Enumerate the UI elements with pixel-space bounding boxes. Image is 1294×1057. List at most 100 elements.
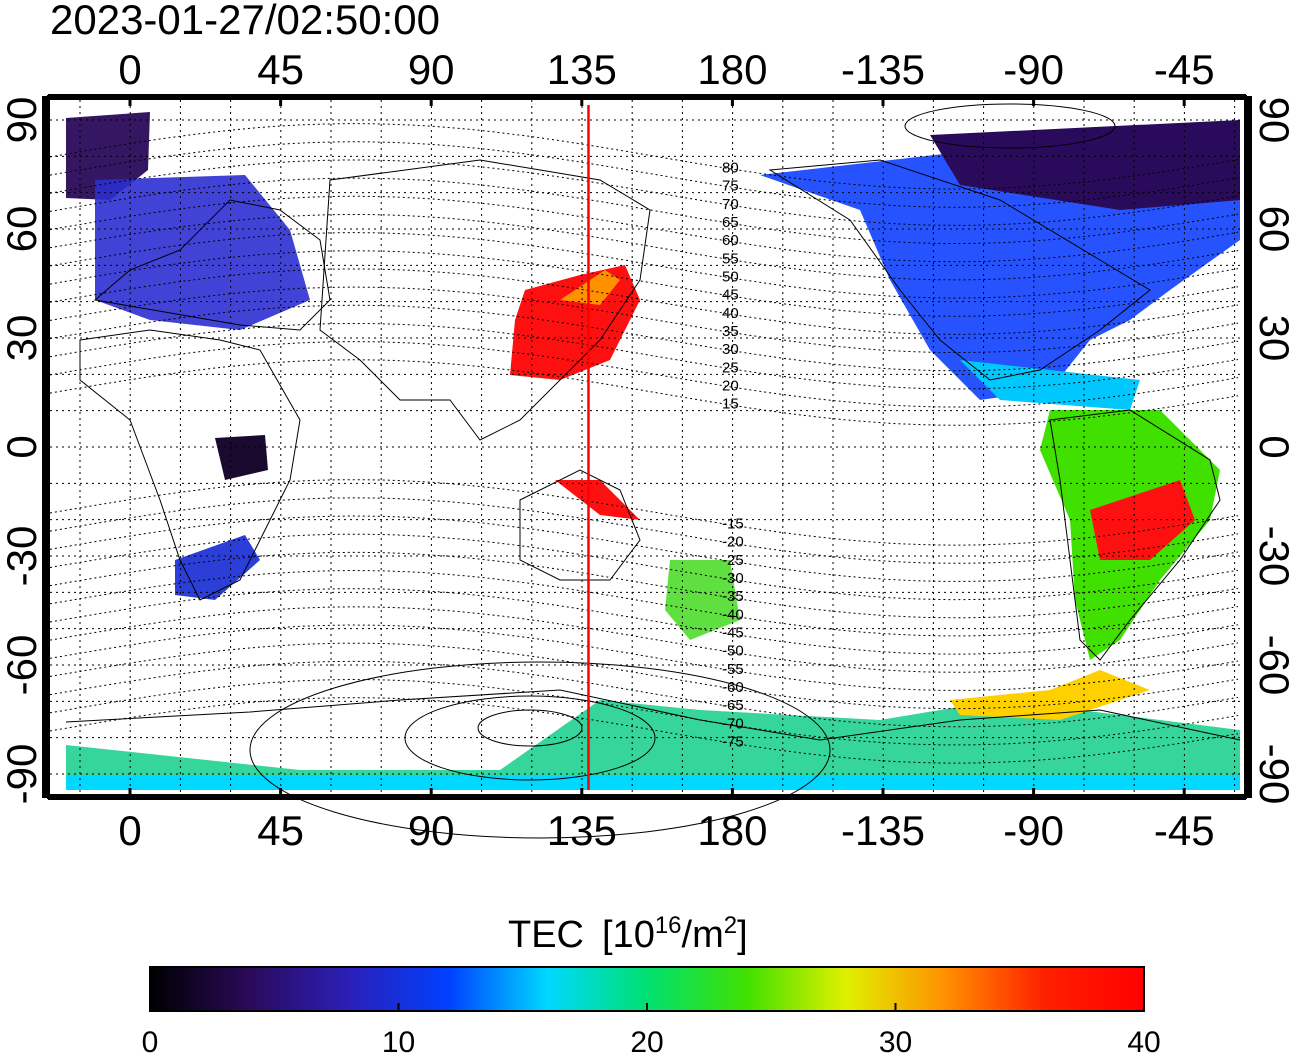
lat-tick-left: 90 bbox=[0, 97, 45, 144]
lat-tick-right: -60 bbox=[1251, 635, 1294, 696]
lat-tick-left: 30 bbox=[0, 315, 45, 362]
timestamp-title: 2023-01-27/02:50:00 bbox=[50, 0, 440, 43]
magnetic-contour-line bbox=[49, 551, 1239, 619]
colorbar-tick-label: 20 bbox=[630, 1026, 663, 1057]
lon-tick-bottom: 45 bbox=[257, 807, 304, 854]
contour-value-label: 20 bbox=[722, 377, 739, 394]
lon-tick-bottom: -135 bbox=[841, 807, 925, 854]
magnetic-contour-line bbox=[49, 642, 1239, 710]
contour-value-label: -50 bbox=[722, 643, 744, 660]
lat-tick-left: -90 bbox=[0, 744, 45, 805]
contour-value-label: 65 bbox=[722, 214, 739, 231]
magnetic-contour-line bbox=[49, 286, 1239, 353]
pole-ring-inner bbox=[477, 709, 583, 747]
lon-tick-bottom: -45 bbox=[1154, 807, 1215, 854]
magnetic-contour-line bbox=[49, 268, 1239, 335]
tec-patch-arctic-na bbox=[930, 120, 1240, 210]
magnetic-contour-line bbox=[49, 232, 1239, 299]
colorbar-tick-label: 10 bbox=[382, 1026, 415, 1057]
coast-north-america bbox=[768, 159, 1151, 381]
colorbar-unit-suffix: ] bbox=[737, 914, 748, 956]
coast-south-america bbox=[1049, 409, 1221, 661]
lon-tick-top: 135 bbox=[547, 46, 617, 93]
magnetic-contour-line bbox=[49, 569, 1239, 637]
lat-tick-right: -90 bbox=[1251, 744, 1294, 805]
contour-value-label: -20 bbox=[722, 534, 744, 551]
magnetic-contour-line bbox=[49, 533, 1239, 601]
contour-value-label: 40 bbox=[722, 305, 739, 322]
frame-left-bar bbox=[42, 96, 50, 798]
magnetic-contour-line bbox=[49, 606, 1239, 673]
colorbar-unit-exp1: 16 bbox=[655, 912, 682, 939]
lon-tick-top: 0 bbox=[118, 46, 141, 93]
colorbar-title: TEC [1016/m2] bbox=[508, 912, 748, 956]
lon-tick-top: 180 bbox=[697, 46, 767, 93]
contour-value-label: 45 bbox=[722, 287, 739, 304]
colorbar-tick-label: 0 bbox=[142, 1026, 159, 1057]
contour-value-label: 60 bbox=[722, 232, 739, 249]
contour-value-label: 80 bbox=[722, 159, 739, 176]
coast-australia bbox=[519, 469, 641, 581]
colorbar-tick-label: 40 bbox=[1127, 1026, 1160, 1057]
coast-europe bbox=[93, 199, 331, 331]
magnetic-contour-line bbox=[49, 697, 1239, 764]
gridlines bbox=[50, 100, 1244, 792]
magnetic-contour-line bbox=[49, 159, 1239, 226]
coast-asia bbox=[319, 159, 651, 441]
magnetic-contour-line bbox=[49, 341, 1239, 408]
magnetic-contour-line bbox=[49, 479, 1239, 546]
lon-tick-top: -135 bbox=[841, 46, 925, 93]
tec-patch-africa-dark bbox=[215, 435, 268, 480]
pole-ring-outer bbox=[249, 661, 831, 839]
frame-top-bar bbox=[48, 94, 1246, 100]
lat-tick-left: -60 bbox=[0, 635, 45, 696]
magnetic-contour-line bbox=[49, 497, 1239, 564]
contour-value-label: -75 bbox=[722, 734, 744, 751]
lon-tick-top: -45 bbox=[1154, 46, 1215, 93]
magnetic-contour-line bbox=[49, 250, 1239, 317]
magnetic-contour-line bbox=[49, 141, 1239, 208]
magnetic-contour-line bbox=[49, 624, 1239, 691]
contour-value-label: -45 bbox=[722, 625, 744, 642]
tec-patch-antarctic-ring bbox=[66, 775, 1240, 790]
contour-value-label: -30 bbox=[722, 570, 744, 587]
frame-right-bar bbox=[1244, 96, 1252, 798]
magnetic-contour-line bbox=[49, 195, 1239, 263]
magnetic-contour-line bbox=[49, 304, 1239, 372]
magnetic-contour-line bbox=[49, 214, 1239, 281]
colorbar-ticks: 0 10 20 30 40 bbox=[142, 1003, 1161, 1057]
colorbar-unit-mid: /m bbox=[682, 914, 724, 956]
coast-africa bbox=[79, 329, 301, 601]
lon-tick-bottom: -90 bbox=[1003, 807, 1064, 854]
contour-value-label: -35 bbox=[722, 588, 744, 605]
contour-value-label: 75 bbox=[722, 178, 739, 195]
lon-ticks-bottom: 0 45 90 135 180 -135 -90 -45 bbox=[118, 788, 1215, 854]
tec-patch-pacific-east bbox=[555, 480, 640, 520]
lat-ticks-left: 90 60 30 0 -30 -60 -90 bbox=[0, 97, 45, 805]
magnetic-contour-line bbox=[49, 515, 1239, 582]
magnetic-contour-line bbox=[49, 359, 1239, 426]
lon-ticks-top: 0 45 90 135 180 -135 -90 -45 bbox=[118, 46, 1215, 106]
lat-tick-left: 0 bbox=[0, 435, 45, 458]
magnetic-contour-line bbox=[49, 177, 1239, 244]
colorbar-title-text: TEC bbox=[508, 914, 584, 956]
contour-value-label: 50 bbox=[722, 268, 739, 285]
contour-value-label: 35 bbox=[722, 323, 739, 340]
north-pole-ring bbox=[904, 103, 1116, 149]
magnetic-contours bbox=[49, 123, 1239, 764]
lon-tick-bottom: 135 bbox=[547, 807, 617, 854]
contour-value-label: 30 bbox=[722, 341, 739, 358]
colorbar-tick-label: 30 bbox=[879, 1026, 912, 1057]
contour-value-label: -40 bbox=[722, 606, 744, 623]
lat-tick-left: -30 bbox=[0, 526, 45, 587]
colorbar-unit-exp2: 2 bbox=[724, 912, 737, 939]
magnetic-contour-line bbox=[49, 588, 1239, 655]
lat-tick-right: -30 bbox=[1251, 526, 1294, 587]
lon-tick-top: 45 bbox=[257, 46, 304, 93]
contour-value-label: -65 bbox=[722, 697, 744, 714]
contour-value-label: -55 bbox=[722, 661, 744, 678]
lat-tick-right: 0 bbox=[1251, 435, 1294, 458]
contour-value-label: 15 bbox=[722, 396, 739, 413]
